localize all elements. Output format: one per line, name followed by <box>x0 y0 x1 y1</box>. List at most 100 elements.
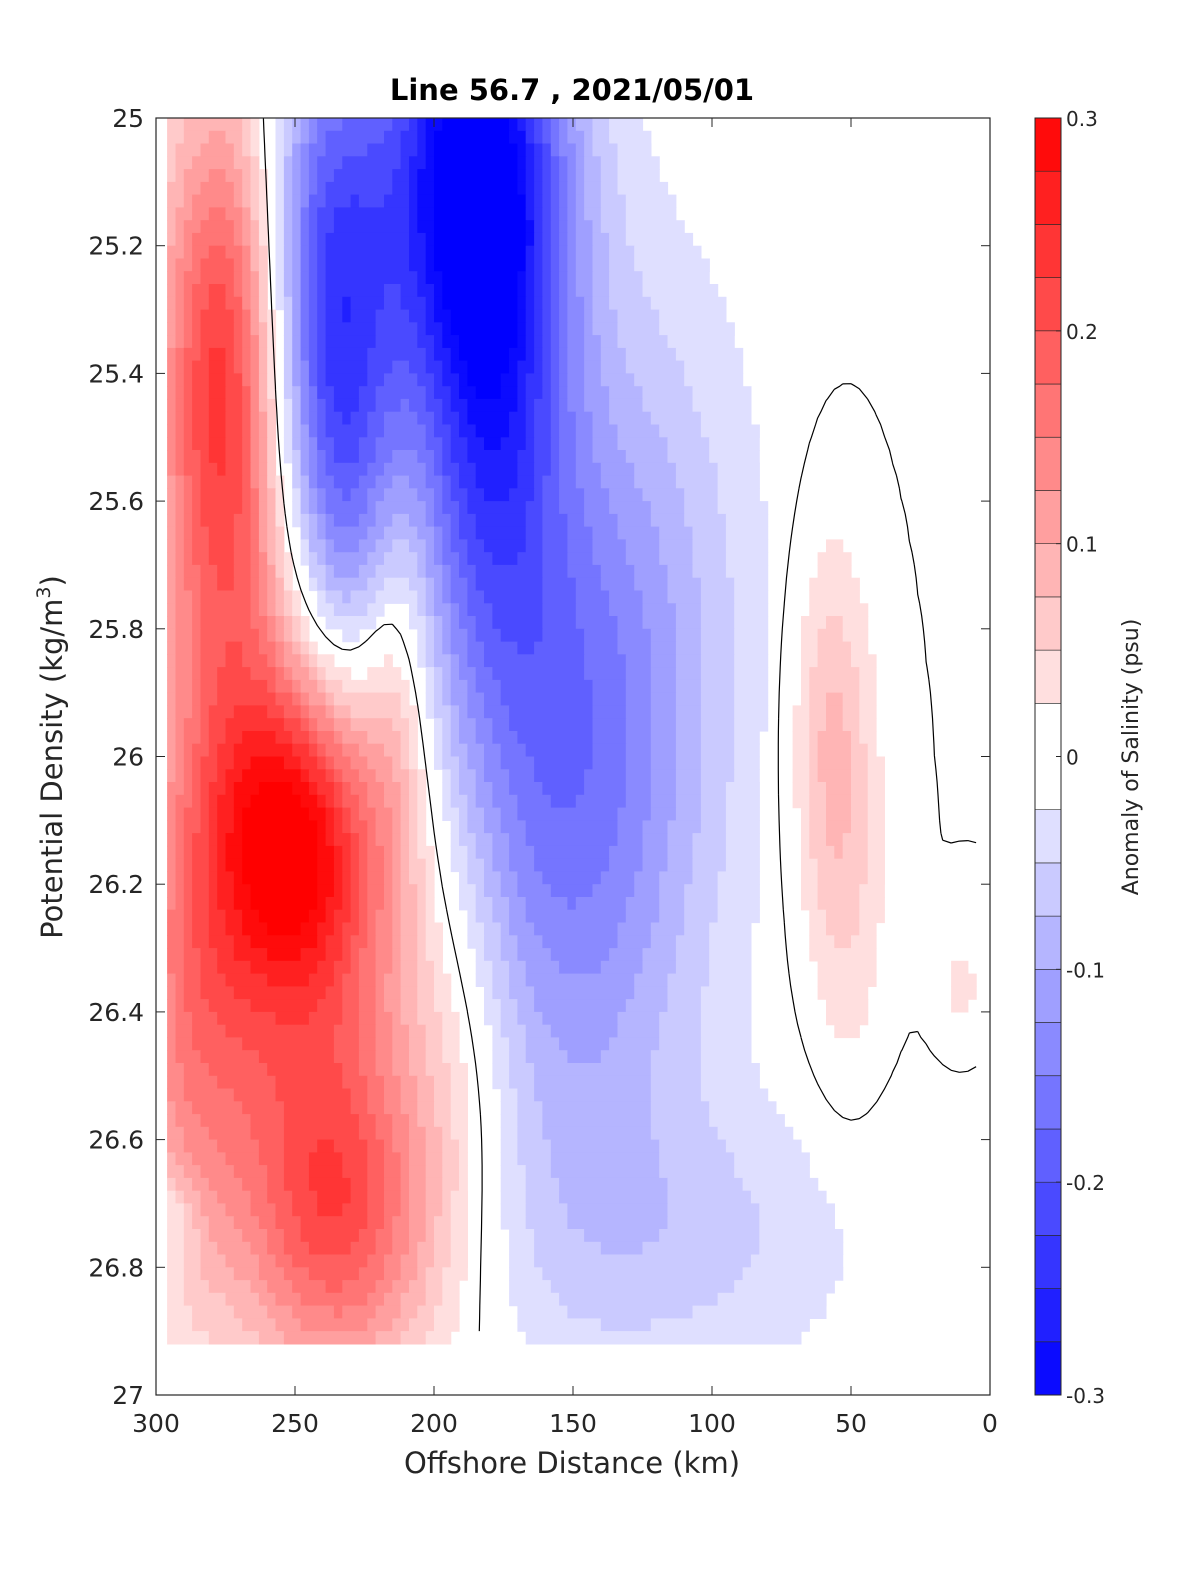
x-tick-label: 300 <box>132 1409 180 1438</box>
contour-cell <box>575 794 627 809</box>
contour-cell <box>550 322 560 336</box>
contour-cell <box>308 169 318 183</box>
contour-cell <box>851 731 860 745</box>
contour-cell <box>951 960 969 975</box>
contour-cell <box>475 424 510 438</box>
contour-cell <box>300 679 318 694</box>
contour-cell <box>725 845 760 860</box>
contour-cell <box>208 130 227 145</box>
contour-cell <box>425 1126 443 1141</box>
contour-cell <box>734 679 769 694</box>
contour-cell <box>659 1229 760 1243</box>
contour-cell <box>275 513 285 528</box>
contour-cell <box>167 564 176 579</box>
contour-cell <box>200 181 235 196</box>
contour-cell <box>192 884 210 898</box>
contour-cell <box>859 897 885 911</box>
contour-cell <box>342 820 352 834</box>
contour-cell <box>417 897 427 911</box>
contour-cell <box>167 769 176 783</box>
contour-cell <box>350 1241 377 1256</box>
contour-cell <box>725 794 760 809</box>
contour-cell <box>275 271 285 285</box>
contour-cell <box>550 386 560 400</box>
contour-cell <box>567 1305 694 1319</box>
contour-cell <box>809 692 827 706</box>
contour-cell <box>500 130 510 145</box>
contour-cell <box>467 373 502 387</box>
contour-cell <box>167 526 176 540</box>
contour-cell <box>492 718 510 732</box>
contour-cell <box>409 820 418 834</box>
contour-cell <box>308 1241 352 1256</box>
contour-cell <box>550 948 610 962</box>
contour-cell <box>409 398 427 413</box>
contour-cell <box>300 718 310 732</box>
contour-cell <box>308 731 318 745</box>
contour-cell <box>175 679 193 694</box>
contour-cell <box>434 590 443 604</box>
contour-cell <box>183 475 193 489</box>
contour-cell <box>233 871 243 885</box>
contour-cell <box>275 1254 293 1268</box>
contour-cell <box>217 1139 260 1153</box>
contour-cell <box>542 513 568 528</box>
contour-cell <box>317 258 327 272</box>
contour-cell <box>250 935 318 949</box>
contour-cell <box>167 1254 185 1268</box>
contour-cell <box>192 1011 218 1026</box>
contour-cell <box>525 322 535 336</box>
contour-cell <box>567 322 585 336</box>
contour-cell <box>867 807 885 821</box>
contour-cell <box>734 1280 835 1294</box>
contour-cell <box>292 309 302 323</box>
contour-cell <box>600 220 627 234</box>
contour-cell <box>559 411 577 426</box>
contour-cell <box>217 858 227 873</box>
contour-cell <box>200 475 243 489</box>
contour-cell <box>283 424 293 438</box>
contour-cell <box>267 1241 285 1256</box>
contour-cell <box>275 130 285 145</box>
contour-cell <box>250 1126 285 1141</box>
contour-cell <box>175 232 185 247</box>
contour-cell <box>450 603 460 617</box>
contour-cell <box>434 335 443 349</box>
contour-cell <box>275 679 293 694</box>
contour-cell <box>484 935 502 949</box>
contour-cell <box>592 258 610 272</box>
contour-cell <box>217 1011 277 1026</box>
contour-cell <box>384 1165 402 1179</box>
contour-cell <box>575 603 610 617</box>
contour-cell <box>225 858 243 873</box>
contour-cell <box>417 948 427 962</box>
contour-cell <box>692 564 727 579</box>
contour-cell <box>592 743 627 758</box>
contour-cell <box>350 488 368 502</box>
contour-cell <box>242 309 252 323</box>
contour-cell <box>450 577 468 592</box>
contour-cell <box>267 1177 285 1192</box>
contour-cell <box>584 654 627 668</box>
contour-cell <box>584 322 593 336</box>
contour-cell <box>375 475 393 489</box>
contour-cell <box>350 718 393 732</box>
contour-cell <box>817 552 852 566</box>
contour-cell <box>851 769 869 783</box>
contour-cell <box>192 692 201 706</box>
contour-cell <box>525 309 535 323</box>
contour-cell <box>734 692 769 706</box>
contour-cell <box>233 794 252 809</box>
contour-cell <box>367 373 385 387</box>
contour-cell <box>367 884 385 898</box>
contour-cell <box>500 245 518 260</box>
contour-cell <box>292 296 302 311</box>
contour-cell <box>459 667 477 681</box>
contour-cell <box>292 501 302 515</box>
contour-cell <box>375 1241 393 1256</box>
contour-cell <box>817 986 869 1000</box>
contour-cell <box>200 705 210 719</box>
contour-cell <box>567 232 577 247</box>
contour-cell <box>200 667 218 681</box>
contour-cell <box>725 513 769 528</box>
